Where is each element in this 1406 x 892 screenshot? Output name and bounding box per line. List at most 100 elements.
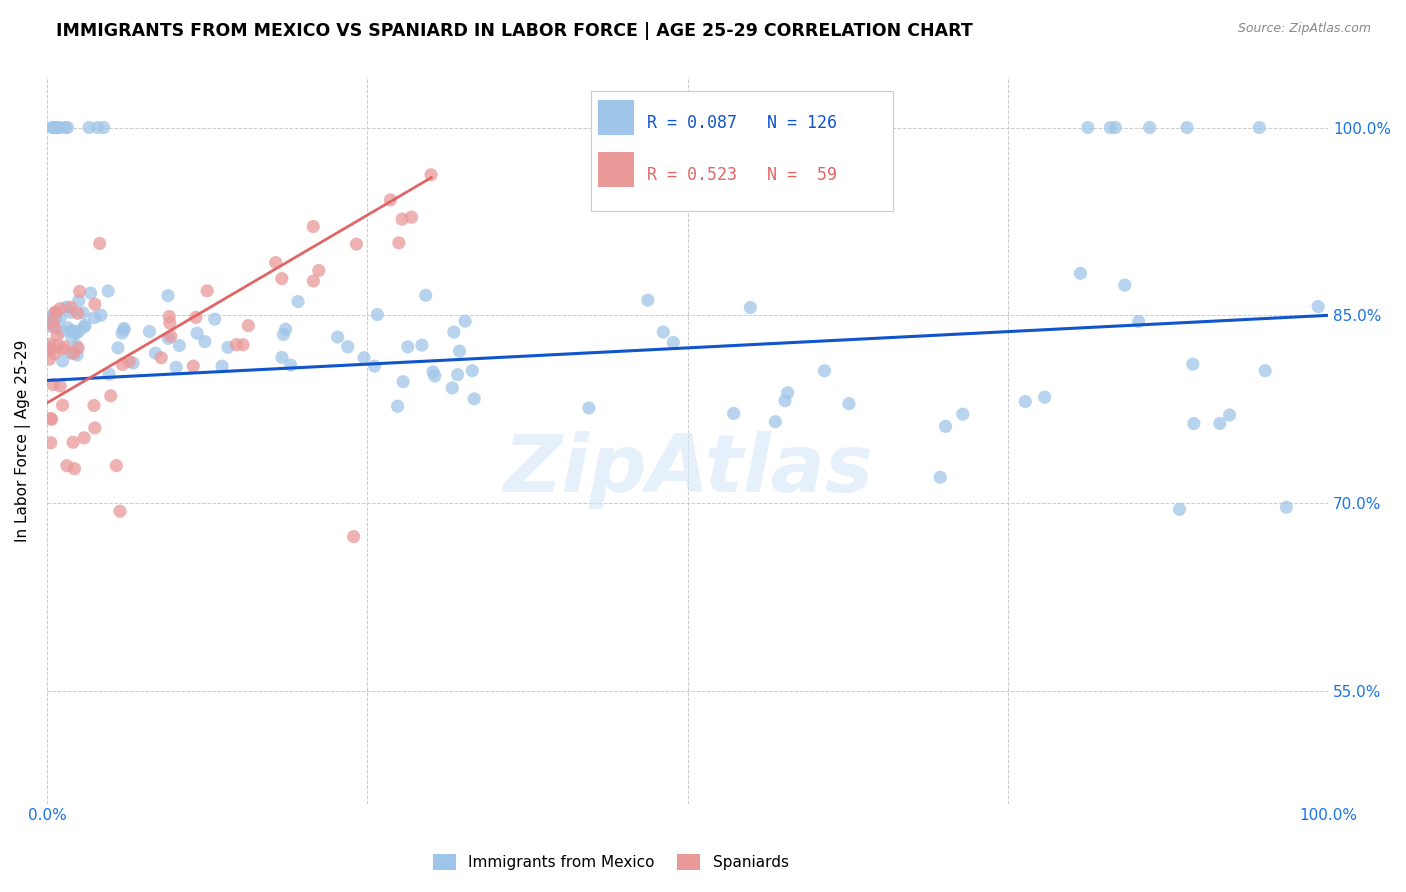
Point [51,398,73,412]
Point [184,310,207,325]
Point [55,120,77,135]
Point [818,120,841,135]
Point [336,340,359,354]
Point [302,274,325,288]
Point [51,324,73,338]
Point [44,305,66,319]
Point [69,285,91,299]
Point [662,335,685,350]
Point [652,325,675,339]
Point [217,340,239,354]
Point [67,293,90,308]
Point [42,377,65,392]
Point [952,407,974,421]
Point [73,431,96,445]
Point [49,379,72,393]
Point [83,421,105,435]
Point [1219,408,1241,422]
Point [186,326,208,341]
Point [112,321,135,335]
Point [270,271,292,285]
Point [1077,120,1099,135]
Point [204,312,226,326]
Point [56,321,79,335]
Point [39,411,62,425]
Point [53,340,76,354]
Point [138,325,160,339]
Point [105,458,128,473]
Point [1099,120,1122,135]
Point [1014,394,1036,409]
Point [45,305,67,319]
Point [112,323,135,337]
Point [49,310,72,325]
Point [838,397,860,411]
Point [423,369,446,384]
Point [813,364,835,378]
Point [46,328,69,343]
Point [159,329,181,343]
Point [45,310,67,324]
Point [273,327,295,342]
Point [723,406,745,420]
Point [42,120,65,135]
Point [396,340,419,354]
Point [1209,417,1232,431]
Point [44,120,66,135]
Point [1114,278,1136,293]
Point [59,305,82,319]
Point [308,263,330,277]
Point [740,301,762,315]
Point [46,338,69,352]
Point [79,286,101,301]
Point [225,337,247,351]
Point [806,120,828,135]
Point [107,341,129,355]
Point [89,236,111,251]
Point [401,210,423,224]
Point [72,306,94,320]
Point [420,168,443,182]
Point [346,237,368,252]
Point [86,120,108,135]
Point [65,326,87,341]
Point [66,306,89,320]
Point [1033,390,1056,404]
Point [145,346,167,360]
Point [84,297,107,311]
Point [83,310,105,325]
Point [637,293,659,308]
Point [39,311,62,326]
Point [93,120,115,135]
Point [1275,500,1298,515]
Point [823,120,845,135]
Point [1069,266,1091,280]
Point [388,235,411,250]
Point [42,346,65,360]
Point [62,346,84,360]
FancyBboxPatch shape [598,153,634,187]
Point [156,288,179,302]
Point [60,330,83,344]
Point [77,120,100,135]
Point [422,365,444,379]
Point [446,368,468,382]
Point [1175,120,1198,135]
Point [461,364,484,378]
Point [754,120,776,135]
Text: IMMIGRANTS FROM MEXICO VS SPANIARD IN LABOR FORCE | AGE 25-29 CORRELATION CHART: IMMIGRANTS FROM MEXICO VS SPANIARD IN LA… [56,22,973,40]
Point [41,412,63,426]
Point [1181,357,1204,371]
Point [1128,314,1150,328]
Text: R = 0.523   N =  59: R = 0.523 N = 59 [647,166,837,184]
Point [108,504,131,518]
Point [38,317,60,331]
Point [824,120,846,135]
Point [45,310,67,325]
Point [39,435,62,450]
Point [46,120,69,135]
Point [934,419,956,434]
Point [232,337,254,351]
Point [48,120,70,135]
Point [62,435,84,450]
